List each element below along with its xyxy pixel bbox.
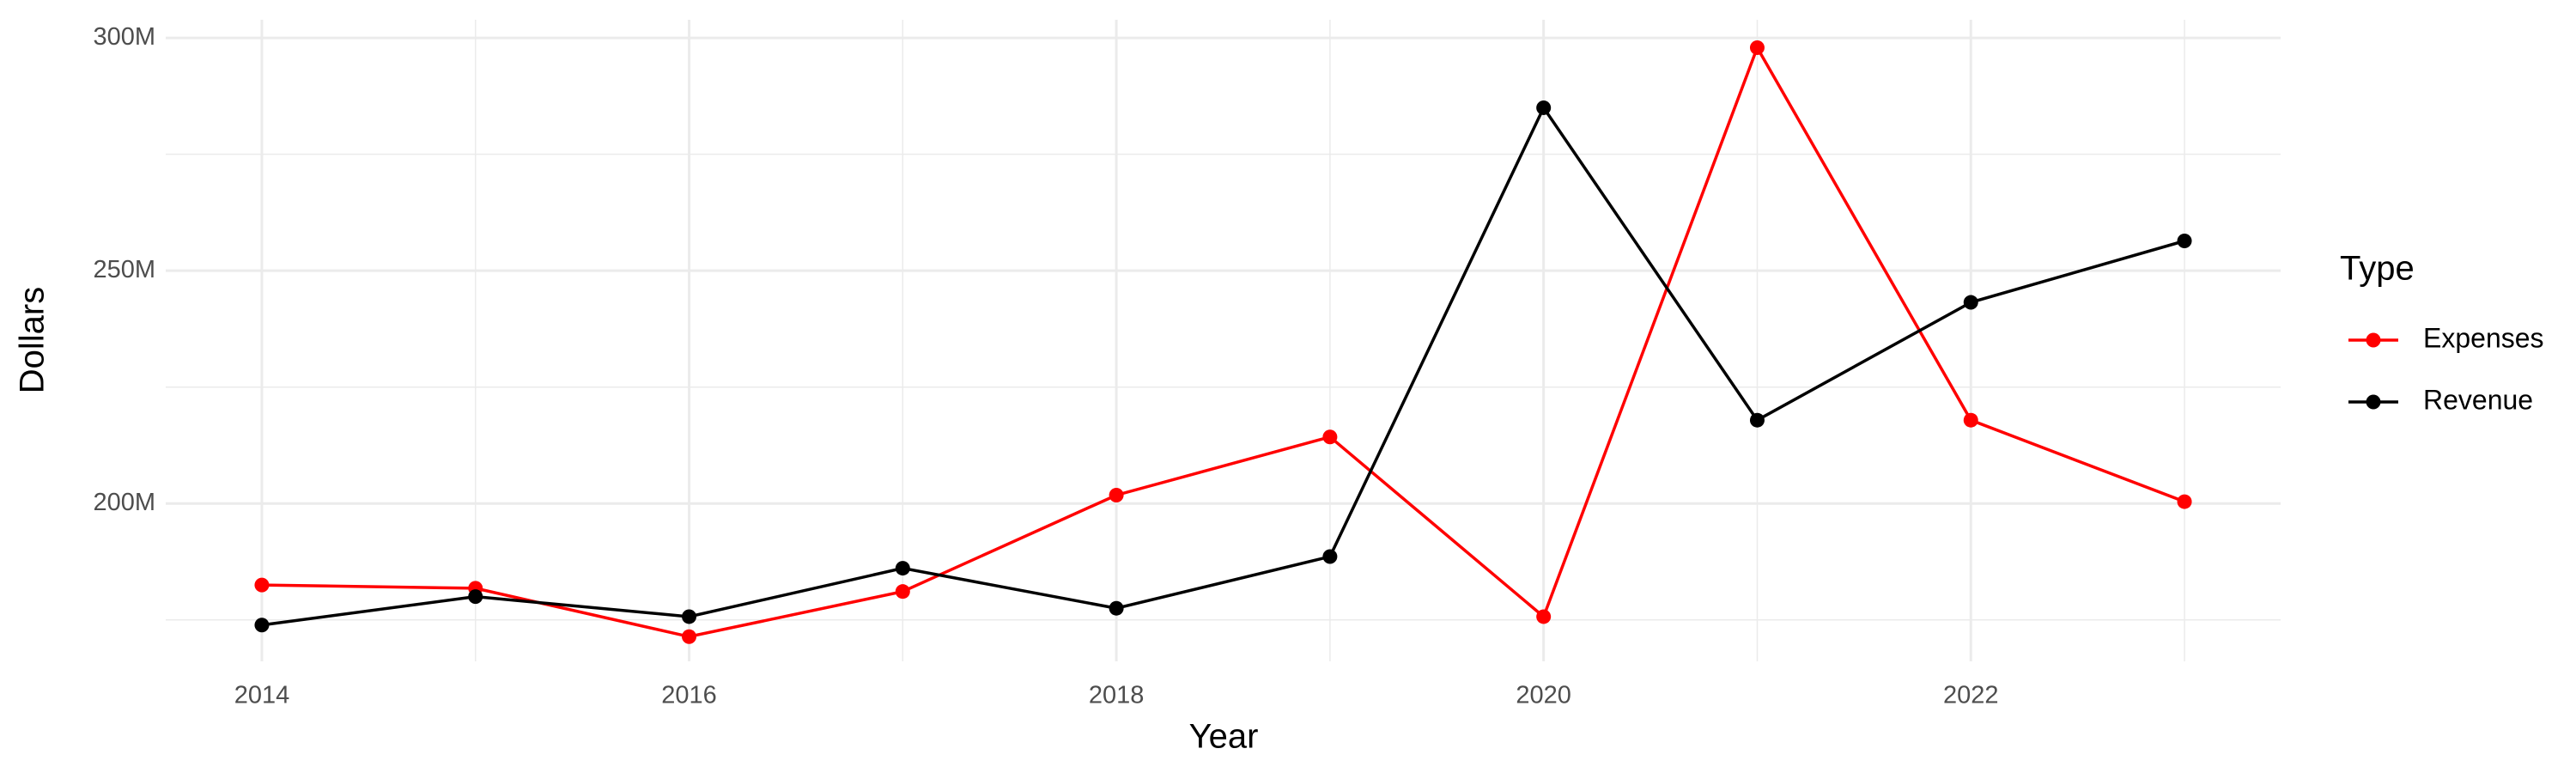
- data-point: [895, 561, 910, 576]
- data-point: [468, 589, 483, 605]
- legend-title: Type: [2340, 250, 2415, 288]
- y-tick-label: 200M: [93, 489, 155, 516]
- series-line: [261, 44, 2185, 639]
- data-point: [2177, 233, 2192, 248]
- data-point: [1536, 609, 1552, 624]
- data-point: [895, 584, 910, 600]
- y-tick-label: 300M: [93, 23, 155, 51]
- data-point: [682, 629, 697, 644]
- data-point: [682, 609, 697, 624]
- data-point: [1963, 295, 1978, 310]
- legend-key-point: [2366, 394, 2381, 410]
- data-point: [1536, 100, 1552, 115]
- x-tick-label: 2014: [234, 682, 290, 709]
- x-tick-label: 2018: [1089, 682, 1145, 709]
- data-point: [1749, 412, 1765, 428]
- legend-label: Expenses: [2423, 322, 2544, 353]
- x-axis-title: Year: [1189, 718, 1259, 756]
- data-point: [1749, 40, 1765, 56]
- data-point: [254, 618, 270, 633]
- data-point: [1963, 412, 1978, 428]
- legend-label: Revenue: [2423, 384, 2533, 415]
- data-point: [1109, 487, 1124, 502]
- y-tick-label: 250M: [93, 256, 155, 283]
- series-line: [261, 104, 2185, 627]
- x-tick-label: 2022: [1943, 682, 1999, 709]
- data-point: [1322, 549, 1338, 564]
- y-axis-title: Dollars: [14, 287, 52, 393]
- x-tick-label: 2016: [661, 682, 717, 709]
- legend-key-point: [2366, 332, 2381, 348]
- data-point: [254, 577, 270, 593]
- data-point: [1109, 600, 1124, 616]
- data-point: [1322, 429, 1338, 445]
- x-tick-label: 2020: [1516, 682, 1571, 709]
- data-point: [2177, 494, 2192, 509]
